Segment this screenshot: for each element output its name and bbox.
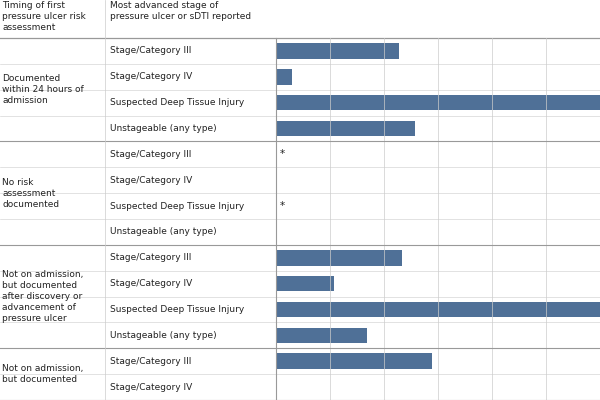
Text: Stage/Category III: Stage/Category III <box>110 253 191 262</box>
Text: Stage/Category IV: Stage/Category IV <box>110 279 192 288</box>
Text: Unstageable (any type): Unstageable (any type) <box>110 228 217 236</box>
Text: *: * <box>280 201 285 211</box>
Bar <box>276 354 431 369</box>
Text: Unstageable (any type): Unstageable (any type) <box>110 331 217 340</box>
Text: No risk
assessment
documented: No risk assessment documented <box>2 178 59 209</box>
Text: Suspected Deep Tissue Injury: Suspected Deep Tissue Injury <box>110 305 244 314</box>
Text: Not on admission,
but documented
after discovery or
advancement of
pressure ulce: Not on admission, but documented after d… <box>2 270 84 323</box>
Text: Unstageable (any type): Unstageable (any type) <box>110 124 217 133</box>
Text: Not on admission,
but documented: Not on admission, but documented <box>2 364 84 384</box>
Text: Stage/Category IV: Stage/Category IV <box>110 176 192 185</box>
Text: Stage/Category III: Stage/Category III <box>110 150 191 159</box>
Bar <box>276 121 415 136</box>
Text: *: * <box>280 149 285 159</box>
Text: Stage/Category III: Stage/Category III <box>110 357 191 366</box>
Text: Documented
within 24 hours of
admission: Documented within 24 hours of admission <box>2 74 84 105</box>
Text: Stage/Category IV: Stage/Category IV <box>110 382 192 392</box>
Bar <box>276 95 600 110</box>
Text: Stage/Category IV: Stage/Category IV <box>110 72 192 81</box>
Text: Suspected Deep Tissue Injury: Suspected Deep Tissue Injury <box>110 202 244 210</box>
Text: Most advanced stage of
pressure ulcer or sDTI reported: Most advanced stage of pressure ulcer or… <box>110 1 251 21</box>
Text: Timing of first
pressure ulcer risk
assessment: Timing of first pressure ulcer risk asse… <box>2 1 86 32</box>
Text: Suspected Deep Tissue Injury: Suspected Deep Tissue Injury <box>110 98 244 107</box>
Bar <box>276 276 334 291</box>
Bar <box>276 250 403 266</box>
Bar <box>276 328 367 343</box>
Bar <box>276 43 399 59</box>
Text: Stage/Category III: Stage/Category III <box>110 46 191 56</box>
Bar <box>276 302 600 317</box>
Bar <box>276 69 292 84</box>
